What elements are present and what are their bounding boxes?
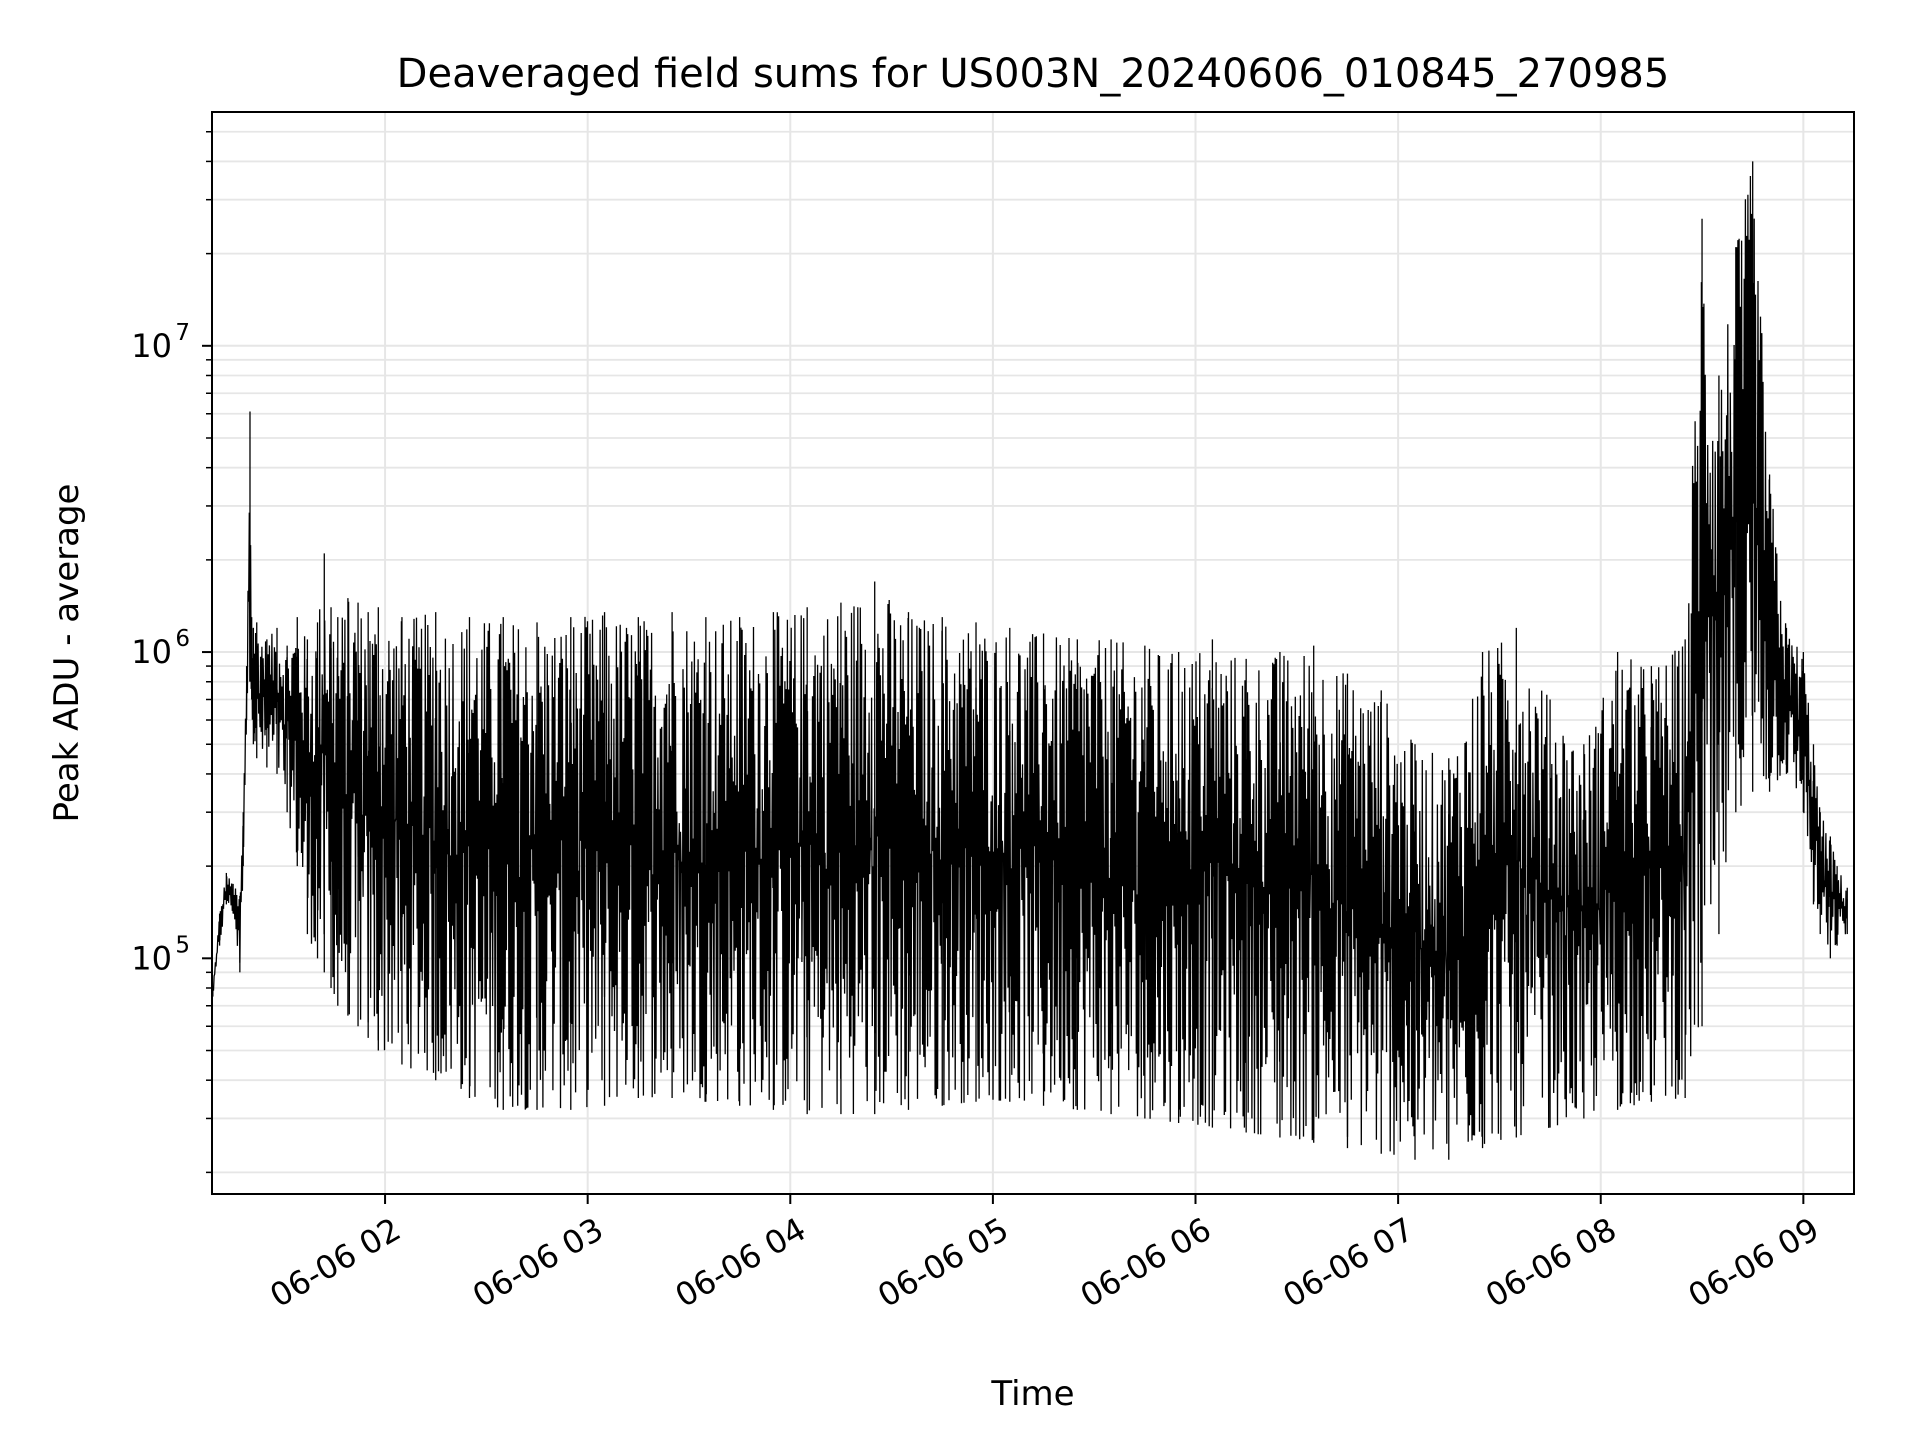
y-axis-label: Peak ADU - average <box>47 484 87 823</box>
y-tick-base: 10 <box>131 939 172 977</box>
y-tick-exponent: 5 <box>175 932 190 958</box>
y-tick-label: 10 6 <box>131 626 190 671</box>
y-tick-exponent: 7 <box>175 320 190 346</box>
series-line <box>212 175 1848 1155</box>
y-tick-exponent: 6 <box>175 626 190 652</box>
y-tick-base: 10 <box>131 327 172 365</box>
x-axis-label: Time <box>990 1374 1074 1414</box>
y-tick-label: 10 5 <box>131 932 190 977</box>
data-series <box>212 161 1848 1160</box>
y-tick-label: 10 7 <box>131 320 190 365</box>
y-tick-base: 10 <box>131 633 172 671</box>
chart-title: Deaveraged field sums for US003N_2024060… <box>397 51 1670 97</box>
